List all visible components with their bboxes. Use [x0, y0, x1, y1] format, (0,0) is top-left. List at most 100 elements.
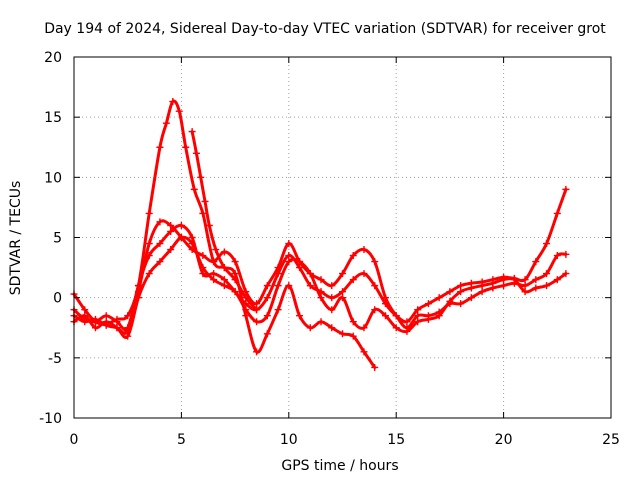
data-point-marker: [414, 306, 422, 314]
data-point-marker: [553, 276, 561, 284]
data-point-marker: [403, 327, 411, 335]
data-point-marker: [435, 312, 443, 320]
x-tick-label: 0: [70, 432, 79, 448]
data-point-marker: [263, 294, 271, 302]
y-tick-label: 10: [44, 170, 62, 186]
data-point-marker: [328, 324, 336, 332]
data-point-marker: [424, 315, 432, 323]
data-point-marker: [478, 288, 486, 296]
data-point-marker: [210, 270, 218, 278]
data-point-marker: [296, 312, 304, 320]
data-point-marker: [424, 300, 432, 308]
data-point-marker: [562, 270, 570, 278]
data-point-marker: [553, 252, 561, 260]
data-point-marker: [285, 282, 293, 290]
data-point-marker: [553, 209, 561, 217]
data-point-marker: [263, 312, 271, 320]
data-point-marker: [192, 149, 200, 157]
data-point-marker: [220, 248, 228, 256]
data-point-marker: [296, 264, 304, 272]
data-point-marker: [435, 294, 443, 302]
data-point-marker: [231, 288, 239, 296]
data-point-marker: [156, 143, 164, 151]
data-point-marker: [414, 312, 422, 320]
series-line-track-e: [190, 130, 259, 312]
data-point-marker: [457, 300, 465, 308]
data-point-marker: [253, 300, 261, 308]
data-point-marker: [220, 264, 228, 272]
data-point-marker: [156, 218, 164, 226]
data-point-marker: [212, 246, 220, 254]
data-point-marker: [199, 270, 207, 278]
data-point-marker: [167, 246, 175, 254]
data-point-marker: [220, 282, 228, 290]
data-point-marker: [113, 324, 121, 332]
data-point-marker: [231, 258, 239, 266]
data-point-marker: [317, 318, 325, 326]
data-point-marker: [500, 282, 508, 290]
data-point-marker: [177, 221, 185, 229]
data-point-marker: [210, 276, 218, 284]
data-point-marker: [489, 276, 497, 284]
data-point-marker: [371, 363, 379, 371]
y-tick-label: -10: [39, 411, 62, 427]
data-point-marker: [306, 282, 314, 290]
data-point-marker: [91, 324, 99, 332]
data-point-marker: [167, 221, 175, 229]
data-point-marker: [467, 294, 475, 302]
data-point-marker: [274, 282, 282, 290]
data-point-marker: [274, 306, 282, 314]
data-point-marker: [328, 306, 336, 314]
y-tick-label: 5: [53, 231, 62, 247]
data-point-marker: [543, 240, 551, 248]
data-point-marker: [285, 240, 293, 248]
data-point-marker: [543, 282, 551, 290]
data-point-marker: [81, 315, 89, 323]
data-point-marker: [197, 173, 205, 181]
data-point-marker: [81, 306, 89, 314]
data-point-marker: [274, 270, 282, 278]
data-point-marker: [521, 276, 529, 284]
axis-ticks: 0 5 10 15 20 25 -10 -5 0 5 10 15 20: [39, 50, 620, 448]
data-point-marker: [253, 306, 261, 314]
data-point-marker: [317, 288, 325, 296]
data-point-marker: [339, 270, 346, 278]
data-point-marker: [188, 234, 196, 241]
data-point-marker: [242, 300, 250, 308]
y-axis-title: SDTVAR / TECUs: [8, 181, 24, 296]
data-point-marker: [392, 312, 400, 320]
data-point-marker: [124, 324, 132, 332]
data-point-marker: [532, 284, 540, 292]
data-point-marker: [231, 270, 239, 278]
data-point-marker: [134, 282, 142, 290]
data-point-marker: [328, 282, 336, 290]
data-point-marker: [349, 318, 357, 326]
y-tick-label: -5: [48, 351, 62, 367]
data-point-marker: [145, 270, 153, 278]
data-point-marker: [392, 324, 400, 332]
data-point-marker: [102, 312, 110, 320]
series-track-e: [188, 128, 261, 314]
data-point-marker: [177, 234, 185, 241]
data-point-marker: [457, 282, 465, 290]
data-point-marker: [190, 185, 198, 193]
data-point-marker: [102, 318, 110, 326]
data-point-marker: [381, 300, 389, 308]
data-point-marker: [231, 276, 239, 284]
data-point-marker: [317, 276, 325, 284]
data-point-marker: [182, 143, 190, 151]
grid: [74, 57, 611, 418]
data-point-marker: [360, 348, 368, 356]
data-point-marker: [220, 276, 228, 284]
data-point-marker: [360, 324, 368, 332]
data-point-marker: [263, 330, 271, 338]
data-point-marker: [317, 294, 325, 302]
data-point-marker: [521, 288, 529, 296]
data-point-marker: [562, 185, 570, 193]
data-point-marker: [124, 332, 132, 340]
data-point-marker: [188, 128, 196, 136]
data-point-marker: [349, 332, 357, 340]
data-point-marker: [169, 98, 177, 106]
data-point-marker: [371, 258, 379, 266]
data-point-marker: [253, 348, 261, 356]
